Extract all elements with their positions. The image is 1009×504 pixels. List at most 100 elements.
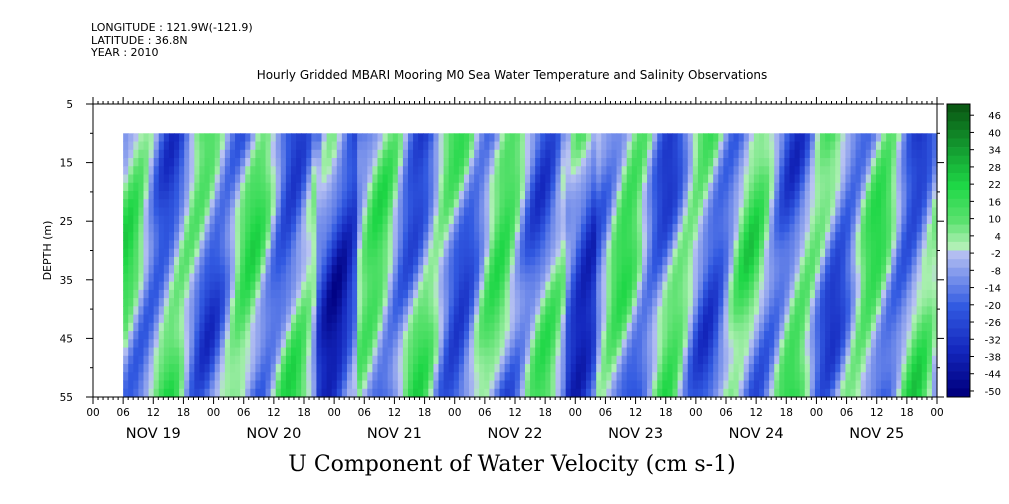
heatmap-cell — [270, 347, 277, 357]
heatmap-cell — [667, 182, 674, 192]
heatmap-cell — [224, 190, 231, 200]
heatmap-cell — [199, 248, 206, 258]
heatmap-cell — [820, 166, 826, 176]
heatmap-cell — [799, 223, 806, 233]
heatmap-cell — [743, 149, 750, 159]
heatmap-cell — [423, 347, 429, 357]
heatmap-cell — [779, 380, 786, 390]
heatmap-cell — [509, 364, 516, 373]
heatmap-cell — [865, 265, 872, 274]
heatmap-cell — [352, 265, 358, 274]
heatmap-cell — [402, 182, 409, 192]
heatmap-cell — [703, 149, 709, 159]
heatmap-cell — [285, 182, 292, 192]
heatmap-cell — [733, 141, 740, 151]
heatmap-cell — [901, 372, 908, 382]
heatmap-cell — [448, 298, 455, 307]
heatmap-cell — [779, 322, 786, 332]
heatmap-cell — [896, 380, 902, 390]
heatmap-cell — [896, 215, 902, 225]
heatmap-cell — [550, 355, 557, 365]
heatmap-cell — [158, 314, 165, 324]
heatmap-cell — [245, 133, 251, 143]
heatmap-cell — [555, 182, 562, 192]
heatmap-cell — [825, 133, 831, 143]
heatmap-cell — [494, 298, 501, 307]
heatmap-cell — [519, 289, 526, 299]
heatmap-cell — [128, 289, 134, 299]
heatmap-cell — [748, 281, 755, 291]
heatmap-cell — [789, 182, 796, 192]
heatmap-cell — [179, 158, 185, 167]
heatmap-cell — [377, 289, 384, 299]
heatmap-cell — [372, 232, 379, 242]
heatmap-cell — [748, 199, 755, 209]
heatmap-cell — [255, 207, 262, 217]
heatmap-cell — [540, 256, 546, 266]
heatmap-cell — [285, 174, 292, 184]
heatmap-cell — [647, 240, 653, 250]
heatmap-cell — [550, 158, 557, 167]
heatmap-cell — [570, 347, 577, 357]
heatmap-cell — [387, 215, 394, 225]
heatmap-cell — [677, 322, 684, 332]
heatmap-cell — [586, 149, 592, 159]
heatmap-cell — [372, 355, 379, 365]
heatmap-cell — [138, 133, 145, 143]
heatmap-cell — [535, 133, 541, 143]
heatmap-cell — [148, 248, 155, 258]
heatmap-cell — [860, 347, 867, 357]
heatmap-cell — [530, 158, 536, 167]
heatmap-cell — [458, 199, 465, 209]
heatmap-cell — [774, 347, 780, 357]
heatmap-cell — [428, 289, 435, 299]
heatmap-cell — [224, 207, 231, 217]
heatmap-cell — [316, 223, 323, 233]
heatmap-cell — [352, 133, 358, 143]
heatmap-cell — [896, 248, 902, 258]
heatmap-cell — [657, 306, 663, 316]
heatmap-cell — [672, 256, 679, 266]
heatmap-cell — [718, 314, 724, 324]
heatmap-cell — [855, 355, 862, 365]
heatmap-cell — [682, 265, 689, 274]
heatmap-cell — [626, 256, 633, 266]
heatmap-cell — [703, 265, 709, 274]
heatmap-cell — [158, 298, 165, 307]
heatmap-cell — [748, 314, 755, 324]
heatmap-cell — [891, 182, 897, 192]
heatmap-cell — [723, 207, 730, 217]
heatmap-cell — [657, 339, 663, 349]
heatmap-cell — [804, 322, 811, 332]
heatmap-cell — [245, 166, 251, 176]
heatmap-cell — [377, 174, 384, 184]
heatmap-cell — [224, 273, 231, 283]
heatmap-cell — [789, 223, 796, 233]
heatmap-cell — [906, 289, 913, 299]
heatmap-cell — [835, 380, 841, 390]
heatmap-cell — [703, 240, 709, 250]
heatmap-cell — [555, 322, 562, 332]
heatmap-cell — [138, 215, 145, 225]
heatmap-cell — [524, 281, 531, 291]
heatmap-cell — [402, 322, 409, 332]
heatmap-cell — [621, 215, 628, 225]
heatmap-cell — [621, 199, 628, 209]
heatmap-cell — [901, 207, 908, 217]
heatmap-cell — [352, 281, 358, 291]
heatmap-cell — [514, 339, 521, 349]
heatmap-cell — [240, 149, 246, 159]
heatmap-cell — [397, 232, 404, 242]
heatmap-cell — [825, 265, 831, 274]
heatmap-cell — [870, 380, 877, 390]
heatmap-cell — [560, 199, 567, 209]
heatmap-cell — [326, 174, 333, 184]
heatmap-cell — [341, 281, 348, 291]
heatmap-cell — [886, 388, 892, 398]
heatmap-cell — [784, 339, 791, 349]
heatmap-cell — [311, 339, 318, 349]
heatmap-cell — [275, 355, 282, 365]
heatmap-cell — [835, 364, 841, 373]
heatmap-cell — [443, 215, 450, 225]
heatmap-cell — [758, 380, 765, 390]
